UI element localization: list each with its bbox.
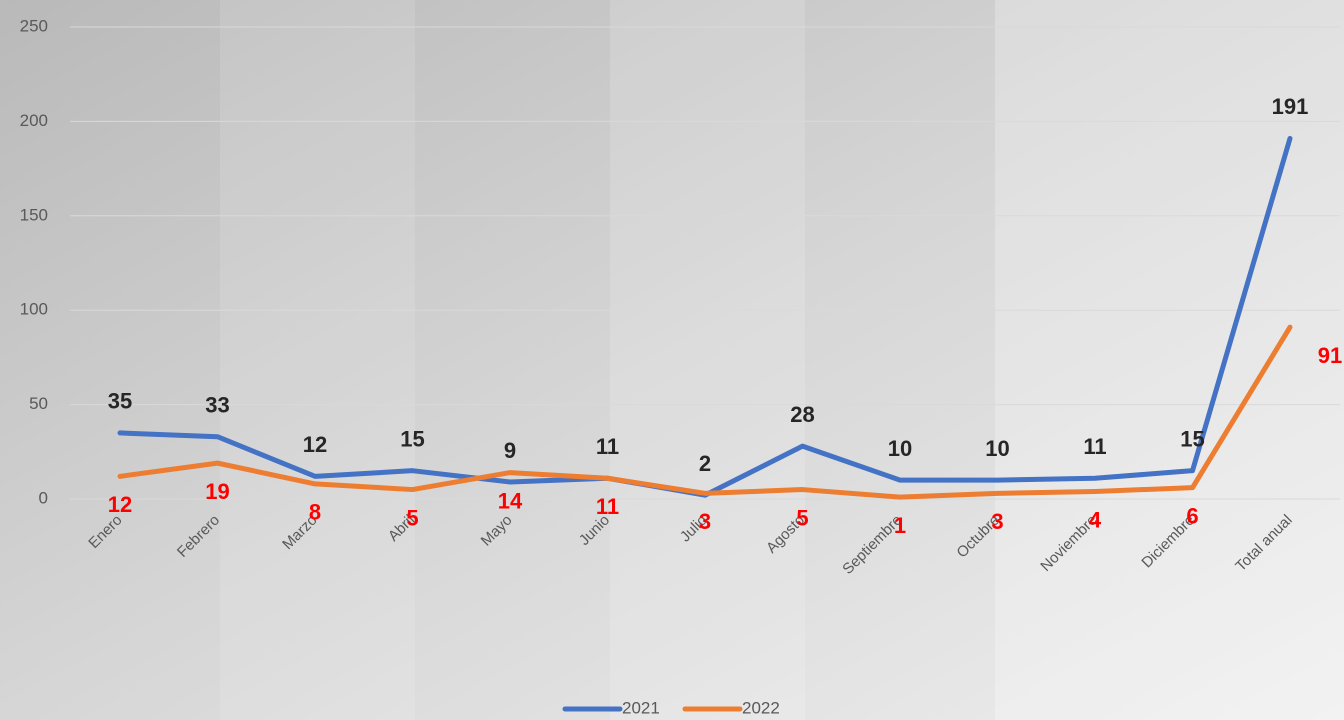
y-tick-label: 150 bbox=[20, 205, 48, 224]
data-label: 14 bbox=[498, 488, 523, 513]
data-label: 6 bbox=[1186, 503, 1198, 528]
data-label: 15 bbox=[400, 426, 424, 451]
data-label: 3 bbox=[699, 509, 711, 534]
data-label: 1 bbox=[894, 513, 906, 538]
data-label: 35 bbox=[108, 389, 132, 414]
y-tick-label: 200 bbox=[20, 111, 48, 130]
data-label: 2 bbox=[699, 451, 711, 476]
y-tick-label: 0 bbox=[39, 488, 48, 507]
data-label: 11 bbox=[596, 434, 619, 459]
y-tick-label: 100 bbox=[20, 300, 48, 319]
data-label: 12 bbox=[108, 492, 132, 517]
data-label: 91 bbox=[1318, 343, 1342, 368]
data-label: 191 bbox=[1272, 94, 1309, 119]
data-label: 12 bbox=[303, 432, 327, 457]
data-label: 33 bbox=[205, 393, 229, 418]
background-panel bbox=[610, 0, 805, 720]
background-panel bbox=[995, 0, 1344, 720]
data-label: 4 bbox=[1089, 507, 1102, 532]
y-tick-label: 50 bbox=[29, 394, 48, 413]
background-panel bbox=[220, 0, 415, 720]
data-label: 19 bbox=[205, 479, 229, 504]
y-tick-label: 250 bbox=[20, 16, 48, 35]
data-label: 5 bbox=[406, 505, 418, 530]
legend-label: 2022 bbox=[742, 698, 780, 717]
data-label: 28 bbox=[790, 402, 814, 427]
data-label: 5 bbox=[796, 505, 808, 530]
data-label: 9 bbox=[504, 438, 516, 463]
data-label: 3 bbox=[991, 509, 1003, 534]
data-label: 15 bbox=[1180, 426, 1204, 451]
data-label: 11 bbox=[1083, 434, 1106, 459]
data-label: 11 bbox=[596, 494, 619, 519]
legend-label: 2021 bbox=[622, 698, 660, 717]
line-series bbox=[117, 324, 1293, 500]
data-label: 10 bbox=[888, 436, 912, 461]
data-label: 10 bbox=[985, 436, 1009, 461]
data-label: 8 bbox=[309, 500, 321, 525]
